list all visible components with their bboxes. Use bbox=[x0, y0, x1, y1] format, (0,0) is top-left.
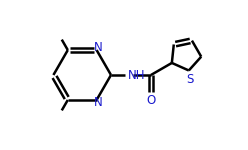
Text: N: N bbox=[94, 96, 102, 109]
Text: O: O bbox=[146, 94, 155, 107]
Text: NH: NH bbox=[128, 69, 145, 81]
Text: S: S bbox=[186, 73, 193, 86]
Text: N: N bbox=[94, 41, 102, 54]
